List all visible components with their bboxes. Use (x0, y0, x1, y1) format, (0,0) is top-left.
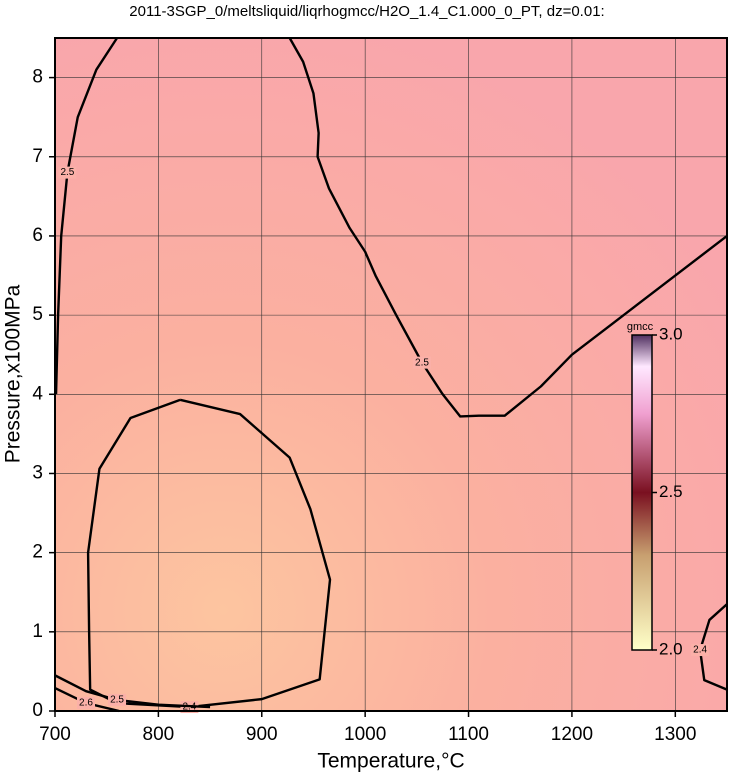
contour-label-bg (58, 166, 77, 179)
y-tick-label: 2 (32, 542, 43, 563)
colorbar-tick-label: 2.0 (659, 639, 683, 658)
colorbar-tick-label: 2.5 (659, 482, 683, 501)
contour-label: 2.5 (60, 167, 74, 178)
contour-label: 2.4 (693, 645, 707, 656)
contour-label: 2.6 (79, 698, 93, 709)
y-tick-label: 0 (32, 700, 43, 721)
y-tick-label: 7 (32, 146, 43, 167)
x-axis-label: Temperature,°C (317, 750, 464, 773)
colorbar (631, 334, 653, 651)
y-tick-label: 4 (32, 383, 43, 404)
chart-title: 2011-3SGP_0/meltsliquid/liqrhogmcc/H2O_1… (129, 3, 604, 20)
y-tick-label: 6 (32, 225, 43, 246)
y-tick-label: 5 (32, 304, 43, 325)
grid (54, 38, 727, 712)
y-axis-label: Pressure,x100MPa (2, 284, 25, 463)
x-tick-label: 1300 (654, 724, 696, 745)
contour-label: 2.5 (415, 357, 429, 368)
plot-frame (54, 37, 728, 712)
contour-label: 2.5 (110, 695, 124, 706)
x-tick-label: 700 (39, 724, 71, 745)
x-tick-label: 800 (143, 724, 175, 745)
colorbar-tick-label: 3.0 (659, 324, 683, 343)
contour-line (288, 37, 728, 418)
y-tick-label: 8 (32, 67, 43, 88)
contour-label-bg (691, 644, 710, 657)
x-tick-label: 1100 (448, 724, 489, 745)
x-tick-label: 1200 (551, 724, 593, 745)
y-tick-label: 1 (32, 621, 43, 642)
x-tick-label: 900 (246, 724, 278, 745)
contour-label-bg (77, 697, 96, 710)
contour-label-bg (108, 693, 127, 706)
x-tick-label: 1000 (344, 724, 386, 745)
y-tick-label: 3 (32, 462, 43, 483)
plot-background (55, 38, 727, 711)
colorbar-title: gmcc (627, 321, 654, 333)
contour-label-bg (413, 356, 432, 369)
